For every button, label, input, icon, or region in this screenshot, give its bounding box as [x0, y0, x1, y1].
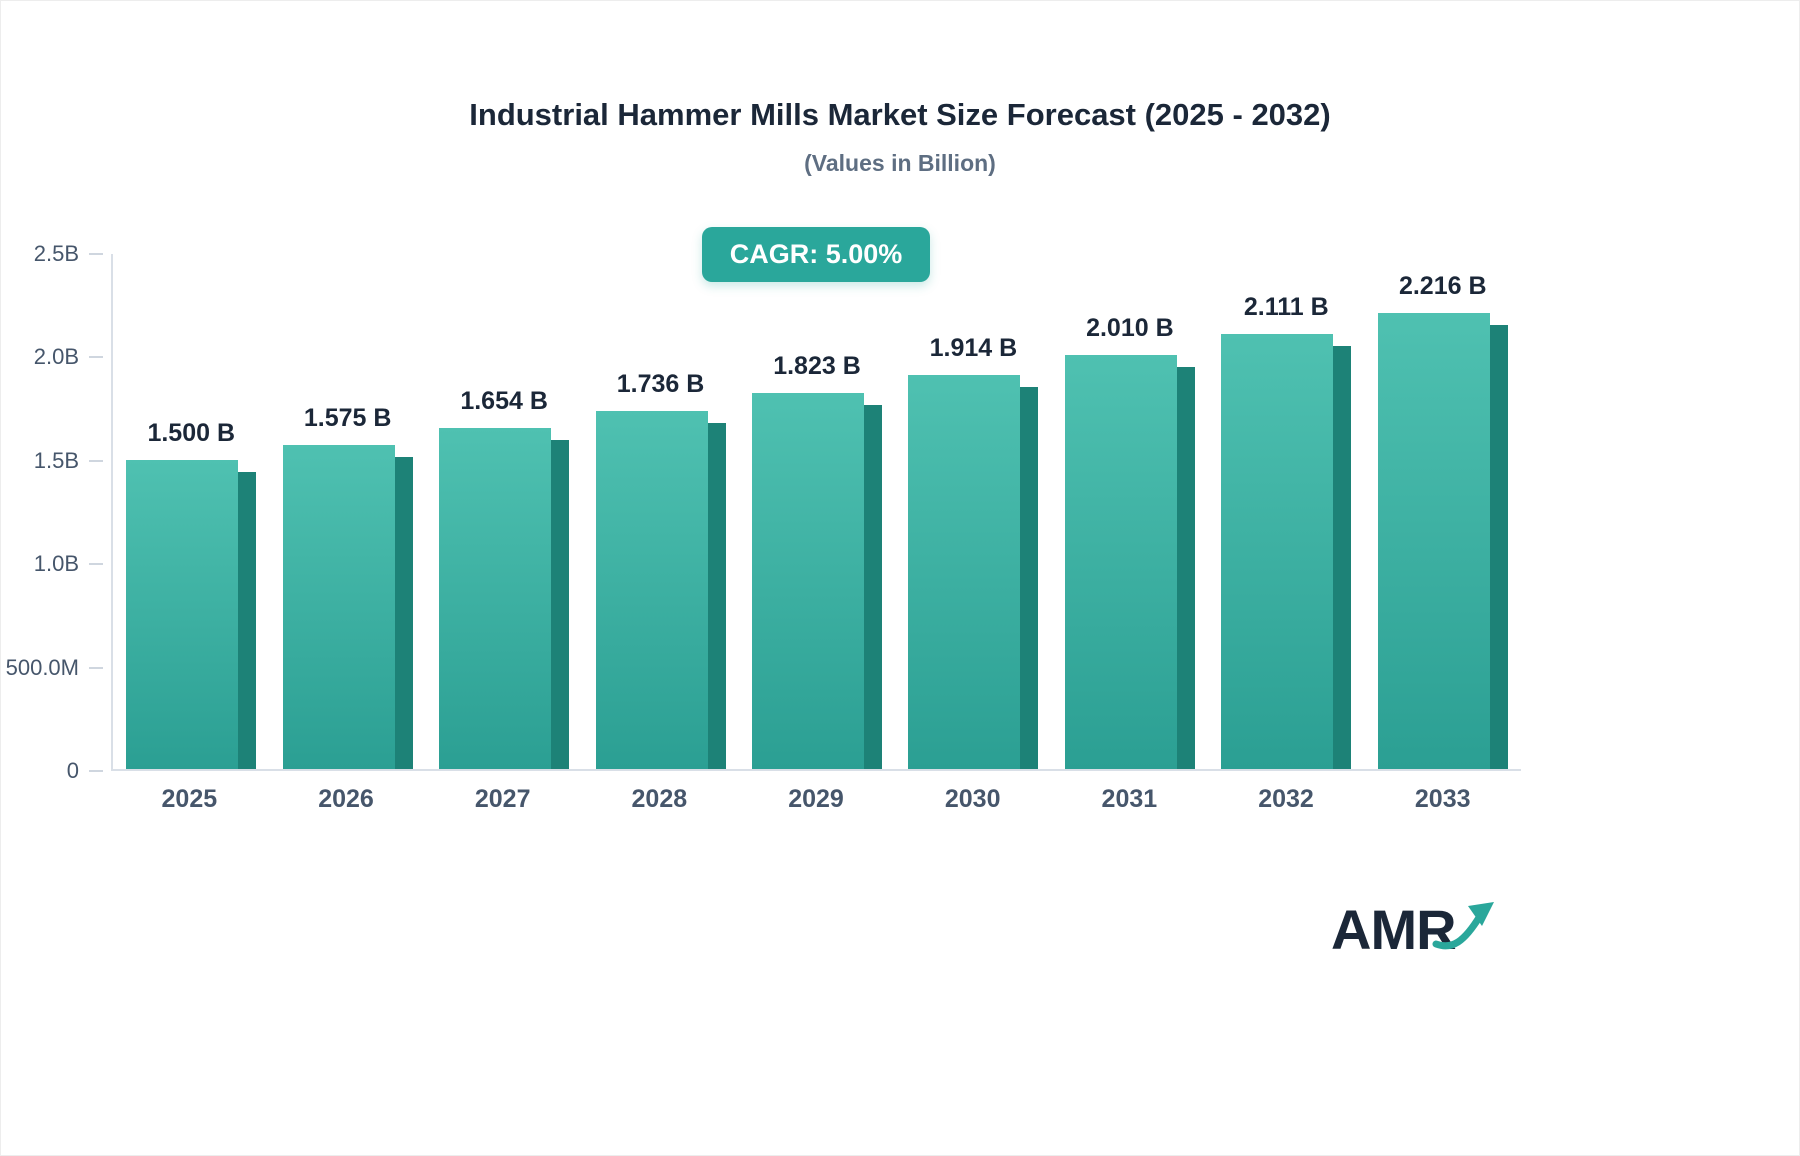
x-tick-label: 2025 [161, 785, 218, 813]
bar-face [282, 444, 395, 769]
bar-group: 2.111 B [1208, 254, 1364, 769]
bar-group: 1.736 B [582, 254, 738, 769]
x-tick-label: 2029 [788, 785, 844, 813]
x-axis: 2025 2026 2027 2028 2029 2030 2031 2032 2033 [111, 785, 1521, 814]
y-axis: 2.5B 2.0B 1.5B 1.0B 500.0M 0 [1, 241, 109, 783]
x-tick-label: 2030 [944, 785, 1001, 813]
chart-title: Industrial Hammer Mills Market Size Fore… [469, 97, 1331, 132]
logo-arrow-icon [1432, 901, 1494, 949]
bar-value-label: 1.654 B [460, 387, 548, 416]
bar: 2.010 B [1064, 314, 1195, 769]
y-tick-label: 2.5B [33, 241, 79, 266]
y-tick-mark [89, 459, 103, 462]
bar-group: 2.216 B [1365, 254, 1521, 769]
y-tick-mark [89, 563, 103, 566]
y-tick-label: 2.0B [33, 344, 79, 370]
plot-area: 1.500 B 1.575 B 1.654 B 1.736 B 1.823 B 1.914… [111, 254, 1521, 771]
bar-face [1377, 312, 1490, 769]
y-tick-label: 500.0M [5, 654, 79, 680]
bar-value-label: 1.823 B [773, 352, 861, 381]
bar-value-label: 2.111 B [1243, 293, 1329, 322]
x-tick-label: 2026 [318, 785, 374, 813]
y-tick-mark [89, 356, 103, 359]
bar: 1.823 B [751, 352, 882, 769]
bar-face [126, 460, 239, 769]
bar-group: 1.654 B [426, 254, 582, 769]
y-tick-mark [89, 770, 103, 772]
bar-group: 1.914 B [895, 254, 1051, 769]
y-tick: 0 [67, 758, 103, 784]
bar: 1.575 B [282, 404, 413, 769]
bar-face [1064, 354, 1177, 769]
y-tick-mark [89, 253, 103, 255]
x-tick-label: 2032 [1258, 785, 1314, 813]
cagr-badge: CAGR: 5.00% [701, 227, 931, 282]
y-tick-mark [89, 666, 103, 669]
x-tick-label: 2031 [1101, 785, 1158, 813]
y-tick: 500.0M [6, 655, 103, 681]
amr-logo: AMR [1331, 897, 1502, 962]
bar-value-label: 1.500 B [147, 419, 235, 447]
bar: 1.654 B [439, 387, 570, 769]
bar-group: 1.575 B [269, 254, 425, 769]
bar: 2.216 B [1377, 272, 1508, 769]
y-tick-label: 0 [66, 758, 79, 783]
bar-side-shade [1020, 386, 1039, 769]
x-tick-label: 2033 [1414, 785, 1471, 813]
bar-side-shade [394, 456, 413, 769]
bar-group: 1.500 B [113, 254, 269, 769]
bar-group: 2.010 B [1052, 254, 1208, 769]
x-tick-label: 2028 [631, 785, 688, 813]
y-tick: 2.0B [34, 344, 103, 370]
chart-subtitle: (Values in Billion) [804, 150, 996, 176]
y-tick: 2.5B [34, 241, 103, 267]
bar-face [439, 428, 552, 769]
bar: 1.500 B [126, 419, 257, 769]
bar: 1.736 B [595, 370, 726, 769]
bar-value-label: 1.736 B [616, 370, 705, 399]
bar-face [751, 393, 864, 769]
y-tick: 1.0B [34, 551, 103, 577]
y-tick-label: 1.0B [33, 551, 79, 577]
bars: 1.500 B 1.575 B 1.654 B 1.736 B 1.823 B 1.914… [113, 254, 1521, 769]
logo-text: AMR [1331, 898, 1457, 961]
bar: 1.914 B [908, 334, 1039, 769]
bar-value-label: 1.914 B [929, 333, 1018, 362]
y-tick: 1.5B [34, 448, 103, 474]
bar-face [1221, 334, 1334, 769]
bar-value-label: 1.575 B [303, 403, 392, 432]
bar-side-shade [551, 440, 570, 769]
bar-value-label: 2.216 B [1398, 271, 1487, 300]
bar-side-shade [1176, 366, 1195, 769]
bar-side-shade [1333, 346, 1352, 769]
y-tick-label: 1.5B [33, 447, 79, 473]
bar-face [908, 374, 1021, 769]
bar: 2.111 B [1221, 293, 1352, 769]
bar-group: 1.823 B [739, 254, 895, 769]
bar-face [595, 411, 708, 769]
bar-side-shade [863, 405, 882, 769]
x-tick-label: 2027 [474, 785, 531, 813]
bar-side-shade [238, 472, 257, 769]
bar-value-label: 2.010 B [1086, 313, 1174, 342]
bar-side-shade [707, 423, 726, 769]
cagr-badge-row: CAGR: 5.00% [111, 227, 1521, 282]
bar-side-shade [1489, 324, 1508, 769]
